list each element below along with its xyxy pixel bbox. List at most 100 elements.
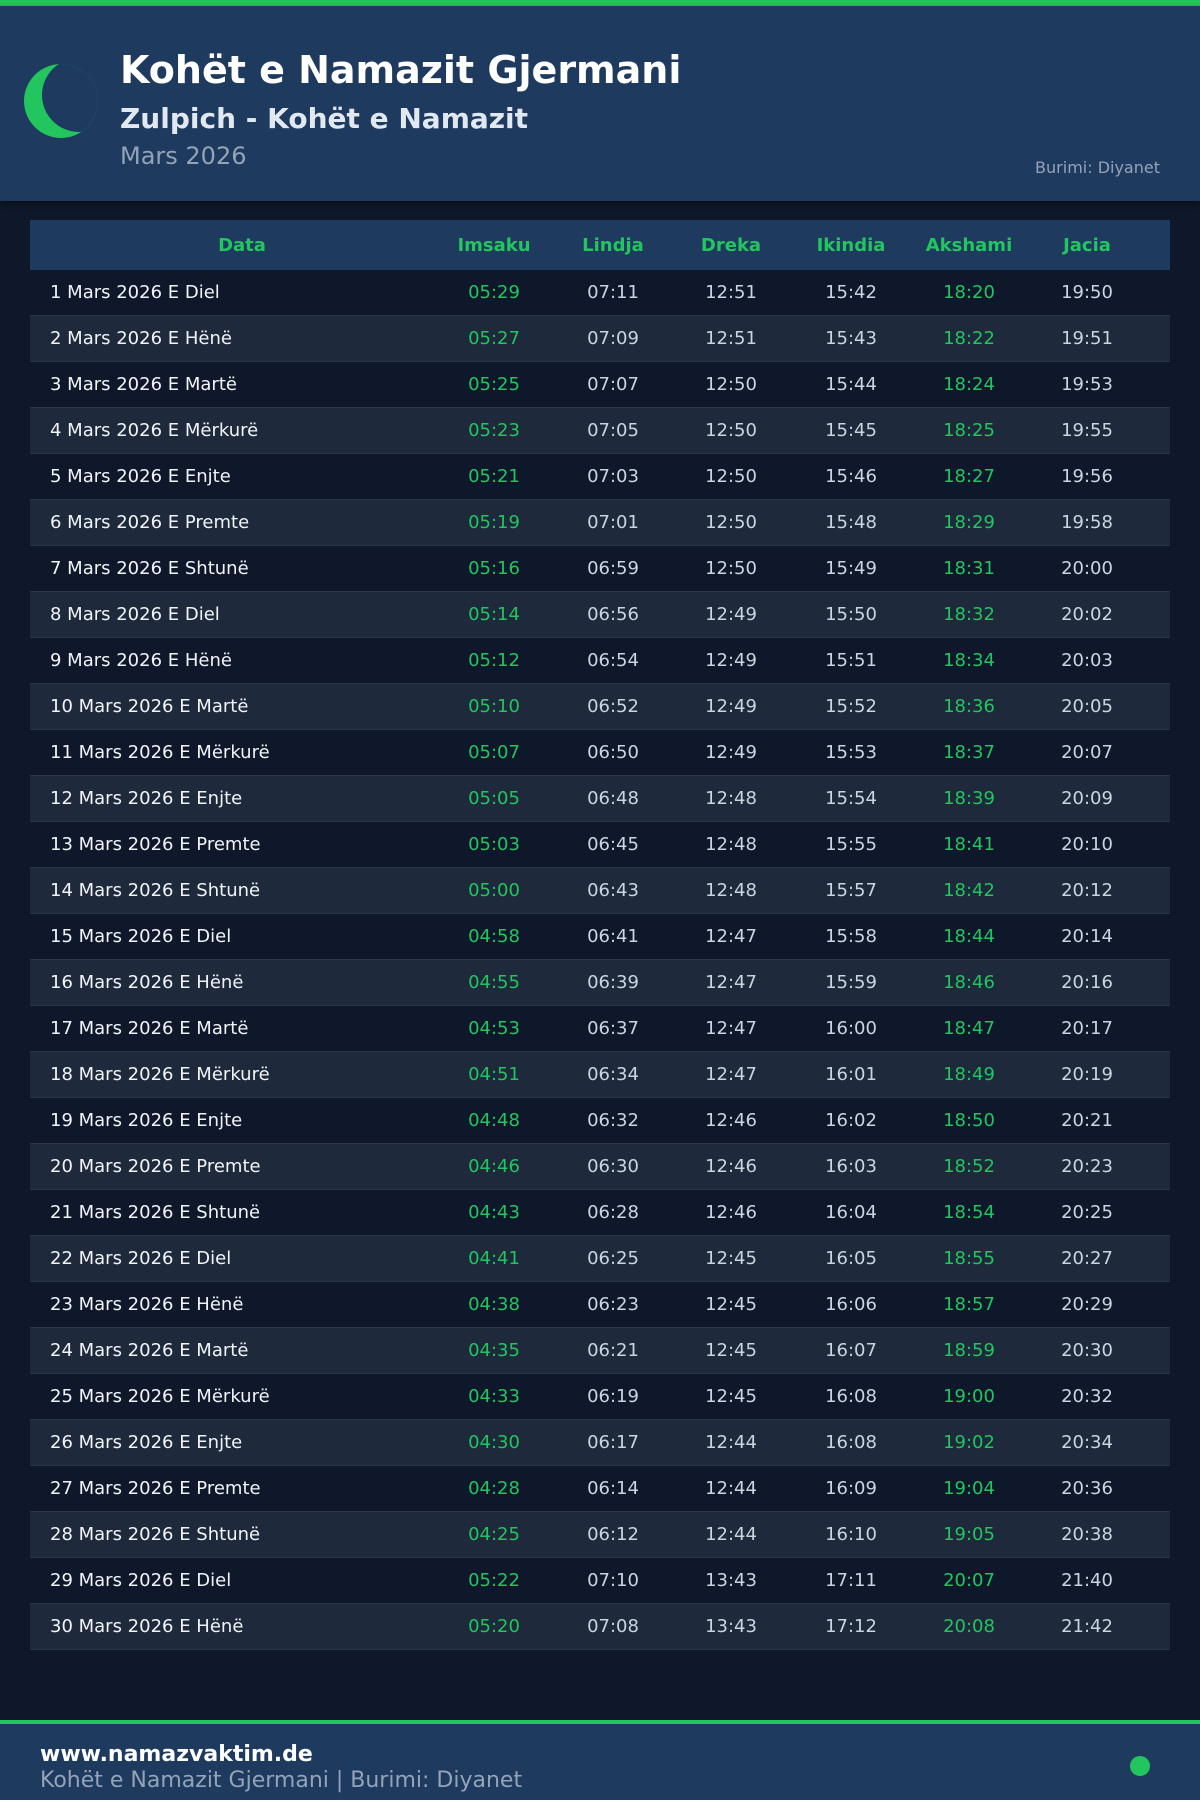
table-row: 17 Mars 2026 E Martë 04:53 06:37 12:47 16:00…: [30, 1006, 1170, 1052]
imsaku-cell: 05:29: [468, 282, 520, 303]
akshami-cell: 18:36: [943, 696, 995, 717]
date-cell: 26 Mars 2026 E Enjte: [50, 1432, 243, 1453]
dreka-cell: 12:47: [705, 926, 757, 947]
table-row: 10 Mars 2026 E Martë 05:10 06:52 12:49 15:52…: [30, 684, 1170, 730]
table-row: 11 Mars 2026 E Mërkurë 05:07 06:50 12:49 15:…: [30, 730, 1170, 776]
lindja-cell: 06:30: [587, 1156, 639, 1177]
lindja-cell: 06:59: [587, 558, 639, 579]
akshami-cell: 18:22: [943, 328, 995, 349]
lindja-cell: 06:45: [587, 834, 639, 855]
date-cell: 25 Mars 2026 E Mërkurë: [50, 1386, 270, 1407]
lindja-cell: 06:56: [587, 604, 639, 625]
dreka-cell: 12:45: [705, 1386, 757, 1407]
jacia-cell: 20:34: [1061, 1432, 1113, 1453]
date-cell: 1 Mars 2026 E Diel: [50, 282, 220, 303]
date-cell: 27 Mars 2026 E Premte: [50, 1478, 261, 1499]
imsaku-cell: 05:27: [468, 328, 520, 349]
date-cell: 21 Mars 2026 E Shtunë: [50, 1202, 261, 1223]
akshami-cell: 19:00: [943, 1386, 995, 1407]
akshami-cell: 18:39: [943, 788, 995, 809]
ikindia-cell: 17:11: [825, 1570, 877, 1591]
lindja-cell: 06:12: [587, 1524, 639, 1545]
ikindia-cell: 15:55: [825, 834, 877, 855]
ikindia-cell: 16:06: [825, 1294, 877, 1315]
crescent-moon-icon: [24, 64, 98, 138]
table-row: 23 Mars 2026 E Hënë 04:38 06:23 12:45 16:06 1…: [30, 1282, 1170, 1328]
date-cell: 19 Mars 2026 E Enjte: [50, 1110, 243, 1131]
jacia-cell: 20:12: [1061, 880, 1113, 901]
lindja-cell: 06:25: [587, 1248, 639, 1269]
prayer-times-table: Data Imsaku Lindja Dreka Ikindia Akshami Jacia…: [30, 220, 1170, 1650]
akshami-cell: 18:49: [943, 1064, 995, 1085]
dreka-cell: 13:43: [705, 1570, 757, 1591]
jacia-cell: 20:36: [1061, 1478, 1113, 1499]
imsaku-cell: 04:38: [468, 1294, 520, 1315]
imsaku-cell: 04:25: [468, 1524, 520, 1545]
jacia-cell: 20:05: [1061, 696, 1113, 717]
akshami-cell: 19:02: [943, 1432, 995, 1453]
table-row: 22 Mars 2026 E Diel 04:41 06:25 12:45 16:05 1…: [30, 1236, 1170, 1282]
akshami-cell: 20:08: [943, 1616, 995, 1637]
akshami-cell: 18:57: [943, 1294, 995, 1315]
akshami-cell: 18:52: [943, 1156, 995, 1177]
source-label: Burimi: Diyanet: [1035, 158, 1160, 177]
lindja-cell: 06:52: [587, 696, 639, 717]
ikindia-cell: 15:57: [825, 880, 877, 901]
lindja-cell: 07:11: [587, 282, 639, 303]
akshami-cell: 20:07: [943, 1570, 995, 1591]
ikindia-cell: 15:45: [825, 420, 877, 441]
jacia-cell: 20:02: [1061, 604, 1113, 625]
date-cell: 23 Mars 2026 E Hënë: [50, 1294, 244, 1315]
table-row: 15 Mars 2026 E Diel 04:58 06:41 12:47 15:58 1…: [30, 914, 1170, 960]
date-cell: 14 Mars 2026 E Shtunë: [50, 880, 261, 901]
jacia-cell: 19:58: [1061, 512, 1113, 533]
ikindia-cell: 16:09: [825, 1478, 877, 1499]
imsaku-cell: 05:21: [468, 466, 520, 487]
table-row: 24 Mars 2026 E Martë 04:35 06:21 12:45 16:07…: [30, 1328, 1170, 1374]
dreka-cell: 12:49: [705, 650, 757, 671]
jacia-cell: 20:25: [1061, 1202, 1113, 1223]
akshami-cell: 18:59: [943, 1340, 995, 1361]
status-dot-icon: [1130, 1756, 1150, 1776]
jacia-cell: 20:19: [1061, 1064, 1113, 1085]
imsaku-cell: 05:19: [468, 512, 520, 533]
table-row: 26 Mars 2026 E Enjte 04:30 06:17 12:44 16:08…: [30, 1420, 1170, 1466]
column-header-lindja: Lindja: [582, 234, 644, 256]
dreka-cell: 12:48: [705, 788, 757, 809]
jacia-cell: 20:27: [1061, 1248, 1113, 1269]
dreka-cell: 13:43: [705, 1616, 757, 1637]
column-header-imsaku: Imsaku: [457, 234, 531, 256]
lindja-cell: 06:48: [587, 788, 639, 809]
akshami-cell: 18:37: [943, 742, 995, 763]
ikindia-cell: 16:04: [825, 1202, 877, 1223]
lindja-cell: 07:07: [587, 374, 639, 395]
jacia-cell: 20:00: [1061, 558, 1113, 579]
akshami-cell: 18:41: [943, 834, 995, 855]
jacia-cell: 20:30: [1061, 1340, 1113, 1361]
imsaku-cell: 05:03: [468, 834, 520, 855]
table-row: 21 Mars 2026 E Shtunë 04:43 06:28 12:46 16:0…: [30, 1190, 1170, 1236]
table-row: 13 Mars 2026 E Premte 05:03 06:45 12:48 15:5…: [30, 822, 1170, 868]
page-header: Kohët e Namazit Gjermani Zulpich - Kohët…: [0, 6, 1200, 201]
imsaku-cell: 04:55: [468, 972, 520, 993]
date-cell: 30 Mars 2026 E Hënë: [50, 1616, 244, 1637]
lindja-cell: 06:32: [587, 1110, 639, 1131]
akshami-cell: 18:31: [943, 558, 995, 579]
ikindia-cell: 15:44: [825, 374, 877, 395]
dreka-cell: 12:50: [705, 466, 757, 487]
dreka-cell: 12:49: [705, 742, 757, 763]
imsaku-cell: 04:46: [468, 1156, 520, 1177]
jacia-cell: 20:07: [1061, 742, 1113, 763]
akshami-cell: 18:32: [943, 604, 995, 625]
ikindia-cell: 15:54: [825, 788, 877, 809]
jacia-cell: 21:42: [1061, 1616, 1113, 1637]
imsaku-cell: 04:48: [468, 1110, 520, 1131]
dreka-cell: 12:50: [705, 374, 757, 395]
jacia-cell: 20:03: [1061, 650, 1113, 671]
date-cell: 17 Mars 2026 E Martë: [50, 1018, 249, 1039]
ikindia-cell: 16:08: [825, 1432, 877, 1453]
jacia-cell: 19:51: [1061, 328, 1113, 349]
lindja-cell: 07:09: [587, 328, 639, 349]
akshami-cell: 18:27: [943, 466, 995, 487]
jacia-cell: 20:21: [1061, 1110, 1113, 1131]
